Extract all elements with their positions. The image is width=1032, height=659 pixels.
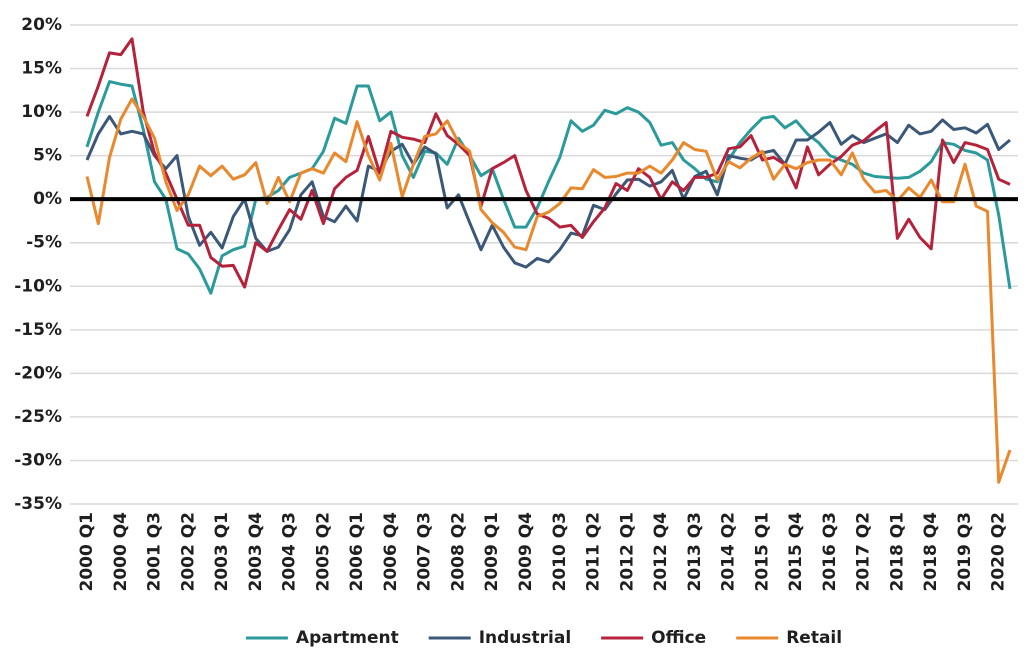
x-tick-label: 2004 Q3 <box>280 512 300 592</box>
x-tick-label: 2016 Q3 <box>820 512 840 592</box>
x-tick-label: 2020 Q2 <box>989 512 1009 592</box>
x-tick-label: 2009 Q4 <box>516 512 536 592</box>
x-tick-label: 2018 Q1 <box>887 512 907 592</box>
y-tick-label: -5% <box>26 233 62 253</box>
series-line <box>85 80 1012 295</box>
x-tick-label: 2000 Q4 <box>111 512 131 592</box>
x-tick-label: 2015 Q1 <box>752 512 772 592</box>
x-tick-label: 2019 Q3 <box>955 512 975 592</box>
x-tick-label: 2008 Q2 <box>448 512 468 592</box>
x-tick-label: 2003 Q4 <box>246 512 266 592</box>
y-tick-label: 20% <box>21 15 62 35</box>
x-tick-label: 2012 Q4 <box>651 512 671 592</box>
y-tick-label: -25% <box>14 407 62 427</box>
legend: Apartment Industrial Office Retail <box>245 628 842 648</box>
y-tick-label: -30% <box>14 450 62 470</box>
x-tick-label: 2003 Q1 <box>212 512 232 592</box>
x-tick-label: 2000 Q1 <box>77 512 97 592</box>
legend-label: Apartment <box>296 628 399 648</box>
x-tick-label: 2007 Q3 <box>415 512 435 592</box>
x-tick-label: 2001 Q3 <box>145 512 165 592</box>
legend-label: Industrial <box>479 628 571 648</box>
legend-label: Office <box>651 628 706 648</box>
x-tick-label: 2013 Q3 <box>685 512 705 592</box>
x-tick-label: 2015 Q4 <box>786 512 806 592</box>
series-line <box>85 114 1011 269</box>
x-tick-label: 2014 Q2 <box>719 512 739 592</box>
y-tick-label: -10% <box>14 276 62 296</box>
x-tick-label: 2011 Q2 <box>584 512 604 592</box>
series-line <box>85 37 1011 289</box>
y-tick-label: 15% <box>21 59 62 79</box>
x-tick-label: 2005 Q2 <box>313 512 333 592</box>
legend-label: Retail <box>786 628 842 648</box>
y-tick-label: 0% <box>33 189 62 209</box>
x-tick-label: 2010 Q3 <box>550 512 570 592</box>
y-tick-label: -15% <box>14 320 62 340</box>
x-tick-label: 2018 Q4 <box>921 512 941 592</box>
series-line <box>85 97 1012 484</box>
y-tick-label: -35% <box>14 494 62 514</box>
x-tick-label: 2009 Q1 <box>482 512 502 592</box>
x-tick-label: 2012 Q1 <box>617 512 637 592</box>
x-tick-label: 2002 Q2 <box>178 512 198 592</box>
x-tick-label: 2006 Q1 <box>347 512 367 592</box>
y-tick-label: 5% <box>33 146 62 166</box>
y-tick-label: -20% <box>14 363 62 383</box>
y-tick-label: 10% <box>21 102 62 122</box>
x-tick-label: 2017 Q2 <box>854 512 874 592</box>
x-tick-label: 2006 Q4 <box>381 512 401 592</box>
